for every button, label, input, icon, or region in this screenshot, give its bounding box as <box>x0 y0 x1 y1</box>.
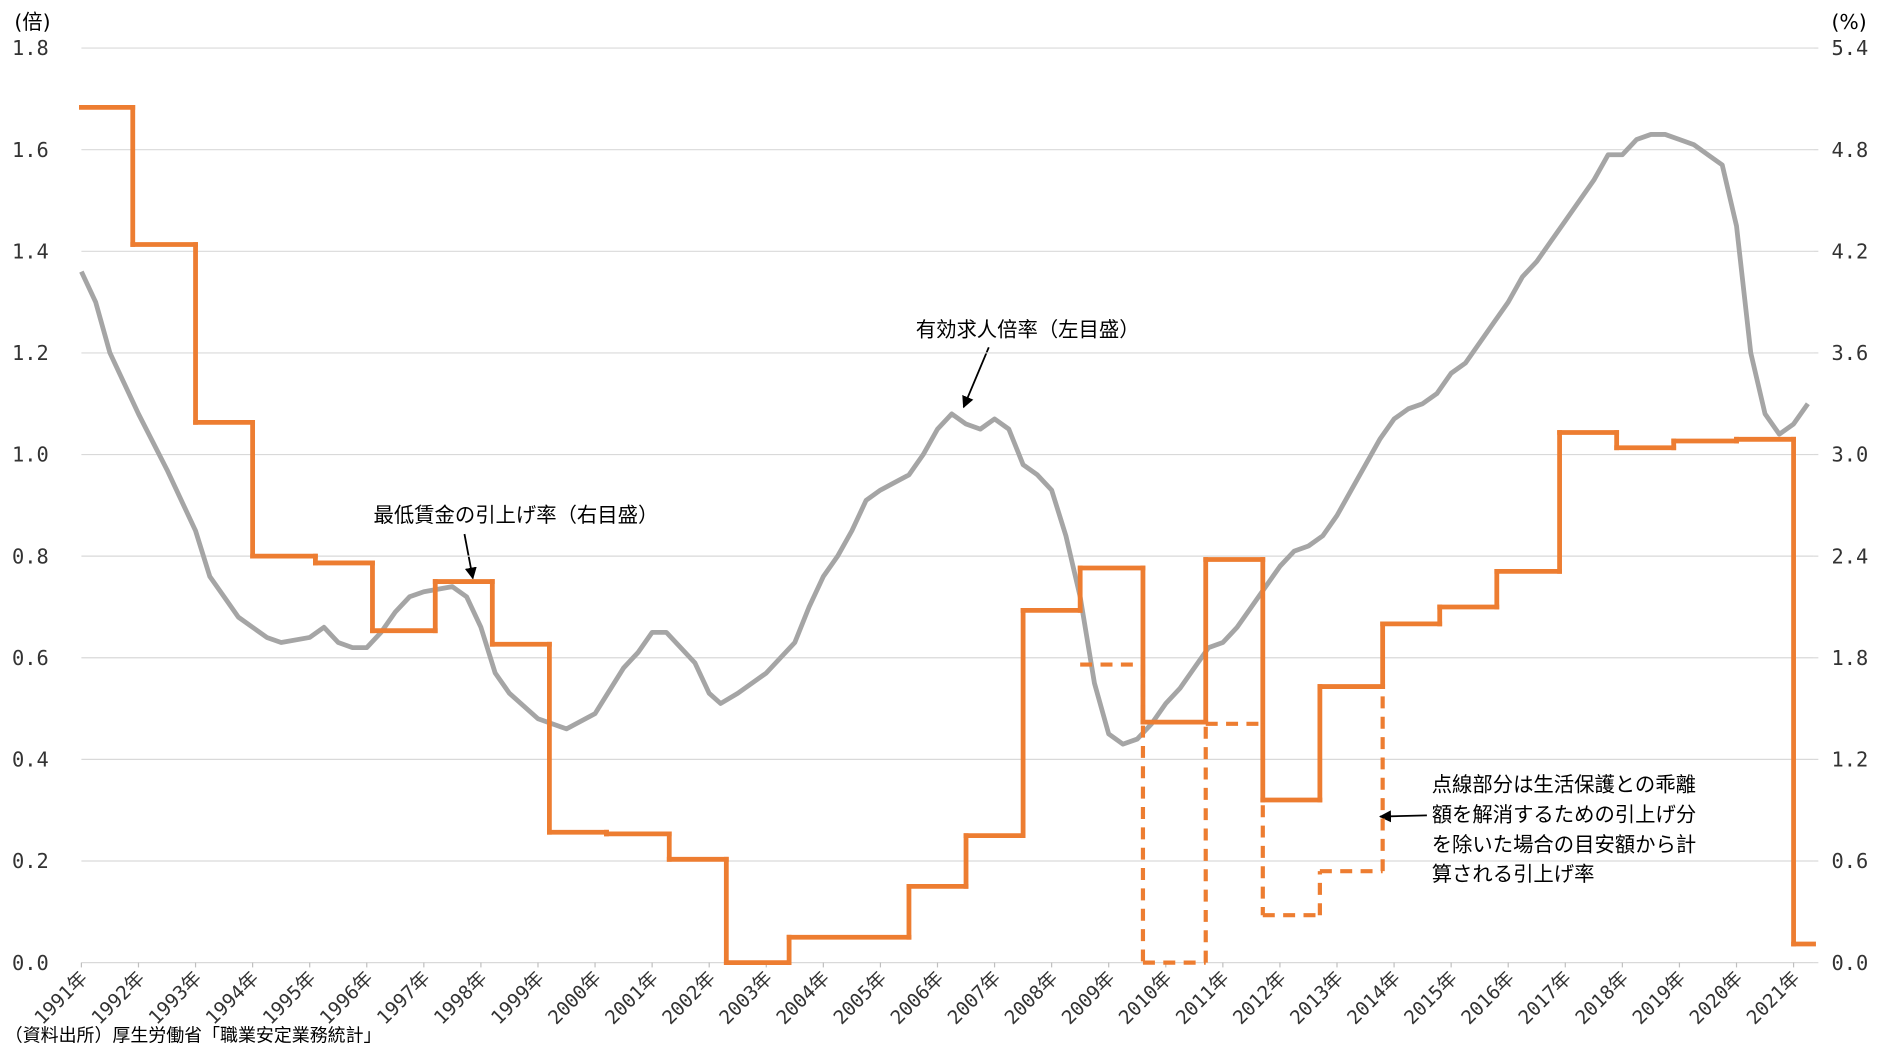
y2-unit: (%) <box>1832 10 1867 34</box>
x-tick-label: 2021年 <box>1742 967 1804 1029</box>
y-tick-label: 0.0 <box>12 951 49 975</box>
y-tick-label: 0.4 <box>12 748 49 772</box>
x-tick-label: 2016年 <box>1457 967 1519 1029</box>
x-tick-label: 1993年 <box>144 967 206 1029</box>
x-tick-label: 2019年 <box>1628 967 1690 1029</box>
y2-tick-label: 1.8 <box>1832 646 1869 670</box>
y2-tick-label: 5.4 <box>1832 36 1869 60</box>
x-tick-label: 1994年 <box>201 967 263 1029</box>
y2-tick-label: 2.4 <box>1832 544 1869 568</box>
x-tick-label: 2005年 <box>829 967 891 1029</box>
y-tick-label: 1.4 <box>12 239 49 263</box>
x-tick-label: 1996年 <box>315 967 377 1029</box>
x-tick-label: 1992年 <box>87 967 149 1029</box>
x-tick-label: 2002年 <box>658 967 720 1029</box>
y2-tick-label: 4.2 <box>1832 239 1869 263</box>
annotation: 算される引上げ率 <box>1432 862 1595 886</box>
x-tick-label: 2015年 <box>1399 967 1461 1029</box>
x-tick-label: 1999年 <box>486 967 548 1029</box>
x-tick-label: 2012年 <box>1228 967 1290 1029</box>
x-tick-label: 2003年 <box>715 967 777 1029</box>
x-tick-label: 2011年 <box>1171 967 1233 1029</box>
x-tick-label: 1991年 <box>30 967 92 1029</box>
x-tick-label: 2020年 <box>1685 967 1747 1029</box>
x-tick-label: 2010年 <box>1114 967 1176 1029</box>
x-tick-label: 2004年 <box>772 967 834 1029</box>
x-tick-label: 1997年 <box>372 967 434 1029</box>
y2-tick-label: 3.0 <box>1832 443 1869 467</box>
x-tick-label: 2000年 <box>543 967 605 1029</box>
annotation: 額を解消するための引上げ分 <box>1432 802 1696 826</box>
x-tick-label: 1995年 <box>258 967 320 1029</box>
y-tick-label: 1.6 <box>12 138 49 162</box>
annotation: 有効求人倍率（左目盛） <box>916 318 1140 342</box>
y-tick-label: 1.2 <box>12 341 49 365</box>
source: （資料出所）厚生労働省「職業安定業務統計」 <box>5 1026 382 1047</box>
x-tick-label: 2006年 <box>886 967 948 1029</box>
ratio-line <box>79 132 1810 747</box>
x-tick-label: 2001年 <box>600 967 662 1029</box>
y-unit: (倍) <box>14 10 50 34</box>
annotation: 点線部分は生活保護との乖離 <box>1432 772 1696 796</box>
y2-tick-label: 3.6 <box>1832 341 1869 365</box>
x-tick-label: 2017年 <box>1514 967 1576 1029</box>
x-tick-label: 2008年 <box>1000 967 1062 1029</box>
annotation-arrow <box>962 346 990 409</box>
x-tick-label: 2014年 <box>1342 967 1404 1029</box>
x-tick-label: 1998年 <box>429 967 491 1029</box>
x-tick-label: 2007年 <box>943 967 1005 1029</box>
x-tick-label: 2009年 <box>1057 967 1119 1029</box>
y2-tick-label: 0.0 <box>1832 951 1869 975</box>
y2-tick-label: 4.8 <box>1832 138 1869 162</box>
annotation: 最低賃金の引上げ率（右目盛） <box>373 503 658 527</box>
y2-tick-label: 0.6 <box>1832 849 1869 873</box>
y-tick-label: 0.6 <box>12 646 49 670</box>
x-tick-label: 2013年 <box>1285 967 1347 1029</box>
y-tick-label: 1.8 <box>12 36 49 60</box>
annotation-arrow <box>1379 810 1427 823</box>
x-tick-label: 2018年 <box>1571 967 1633 1029</box>
y-tick-label: 1.0 <box>12 443 49 467</box>
annotation: を除いた場合の目安額から計 <box>1432 832 1696 856</box>
y-tick-label: 0.8 <box>12 544 49 568</box>
y2-tick-label: 1.2 <box>1832 748 1869 772</box>
y-tick-label: 0.2 <box>12 849 49 873</box>
